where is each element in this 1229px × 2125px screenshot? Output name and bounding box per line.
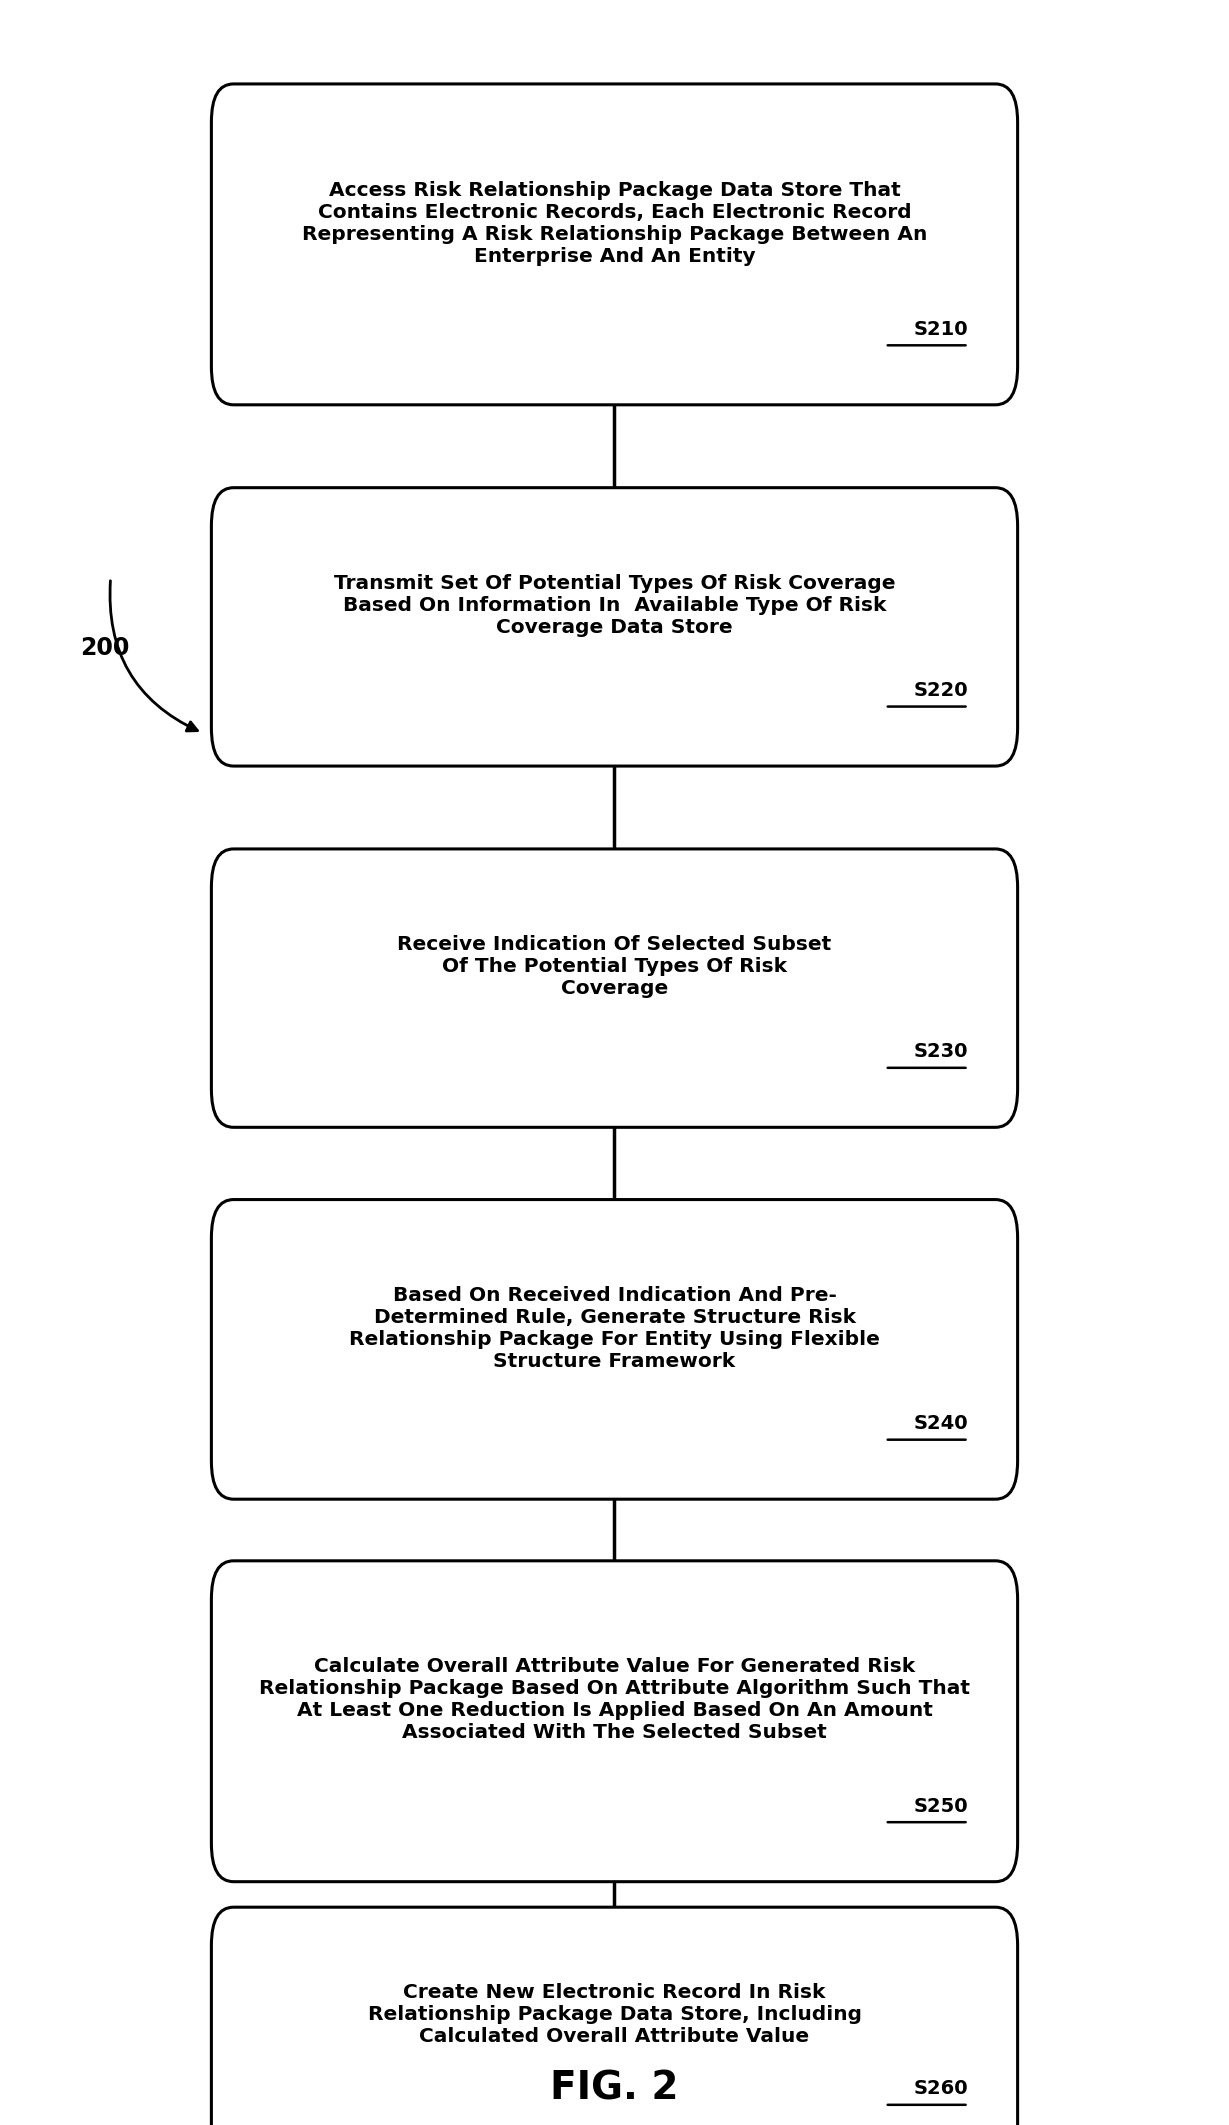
Text: S260: S260 <box>914 2080 968 2100</box>
Text: S210: S210 <box>914 321 968 338</box>
Text: S230: S230 <box>914 1043 968 1060</box>
FancyBboxPatch shape <box>211 1908 1018 2125</box>
FancyBboxPatch shape <box>211 848 1018 1126</box>
FancyBboxPatch shape <box>211 1560 1018 1883</box>
FancyBboxPatch shape <box>211 83 1018 404</box>
Text: Receive Indication Of Selected Subset
Of The Potential Types Of Risk
Coverage: Receive Indication Of Selected Subset Of… <box>397 935 832 999</box>
FancyBboxPatch shape <box>211 1198 1018 1500</box>
Text: S250: S250 <box>914 1798 968 1815</box>
Text: Transmit Set Of Potential Types Of Risk Coverage
Based On Information In  Availa: Transmit Set Of Potential Types Of Risk … <box>334 574 895 637</box>
Text: Create New Electronic Record In Risk
Relationship Package Data Store, Including
: Create New Electronic Record In Risk Rel… <box>367 1983 862 2046</box>
Text: S240: S240 <box>914 1415 968 1432</box>
Text: Calculate Overall Attribute Value For Generated Risk
Relationship Package Based : Calculate Overall Attribute Value For Ge… <box>259 1658 970 1742</box>
Text: 200: 200 <box>80 635 129 661</box>
Text: FIG. 2: FIG. 2 <box>551 2070 678 2108</box>
FancyArrowPatch shape <box>109 580 198 731</box>
FancyBboxPatch shape <box>211 487 1018 765</box>
Text: Based On Received Indication And Pre-
Determined Rule, Generate Structure Risk
R: Based On Received Indication And Pre- De… <box>349 1286 880 1371</box>
Text: S220: S220 <box>914 682 968 701</box>
Text: Access Risk Relationship Package Data Store That
Contains Electronic Records, Ea: Access Risk Relationship Package Data St… <box>302 181 927 266</box>
